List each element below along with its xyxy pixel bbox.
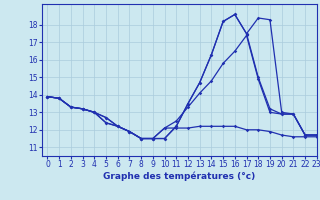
X-axis label: Graphe des températures (°c): Graphe des températures (°c) — [103, 172, 255, 181]
